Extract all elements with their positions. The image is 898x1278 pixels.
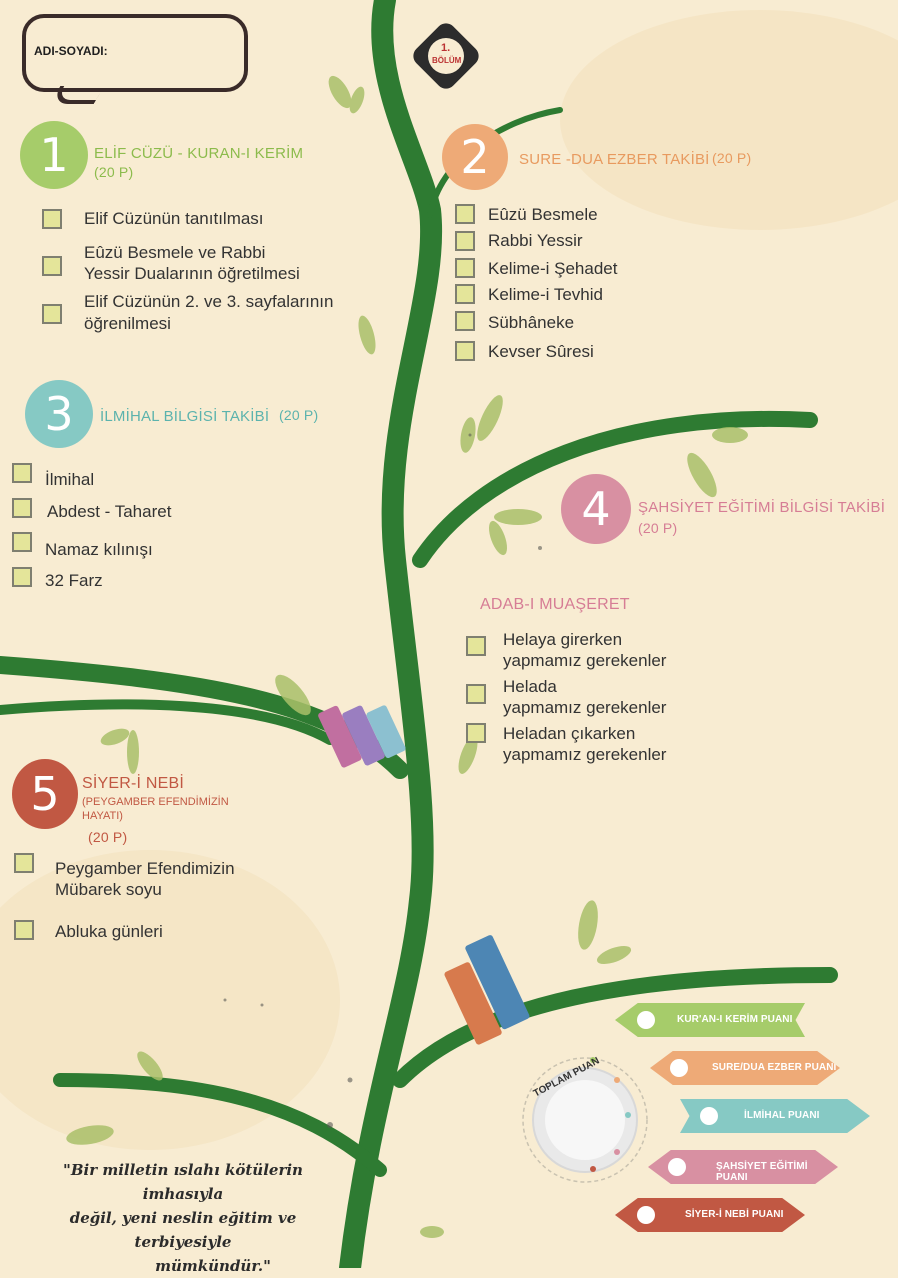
score-pill-kuran-dot <box>637 1011 655 1029</box>
section-4-item-2a: Helada <box>503 677 557 696</box>
section-2-item-1: Eûzü Besmele <box>488 205 598 224</box>
section-2-checkbox-3[interactable] <box>455 258 475 278</box>
section-3-item-2: Abdest - Taharet <box>47 502 172 521</box>
section-4-title: ŞAHSİYET EĞİTİMİ BİLGİSİ TAKİBİ <box>638 499 886 516</box>
quote: "Bir milletin ıslahı kötülerin imhasıyla… <box>28 1158 338 1278</box>
score-pill-siyer-label: SİYER-İ NEBİ PUANI <box>685 1209 784 1220</box>
score-pill-ilmihal-label: İLMİHAL PUANI <box>744 1110 820 1121</box>
score-pill-sure-dua-label: SURE/DUA EZBER PUANI <box>712 1062 837 1073</box>
score-pill-sure-dua-dot <box>670 1059 688 1077</box>
section-2-item-6: Kevser Sûresi <box>488 342 594 361</box>
section-3-checkbox-4[interactable] <box>12 567 32 587</box>
section-5-item-1b: Mübarek soyu <box>55 880 162 899</box>
score-pill-sahsiyet-dot <box>668 1158 686 1176</box>
section-2-checkbox-1[interactable] <box>455 204 475 224</box>
section-2-number: 2 <box>442 124 508 190</box>
section-3-item-4: 32 Farz <box>45 571 103 590</box>
score-pill-ilmihal-dot <box>700 1107 718 1125</box>
section-2-item-5: Sübhâneke <box>488 313 575 332</box>
section-badge-inner <box>428 38 464 74</box>
section-3-checkbox-2[interactable] <box>12 498 32 518</box>
section-5-title: SİYER-İ NEBİ <box>82 775 184 792</box>
quote-line-1: "Bir milletin ıslahı kötülerin imhasıyla <box>63 1161 303 1203</box>
section-3-checkbox-1[interactable] <box>12 463 32 483</box>
section-4-item-3b: yapmamız gerekenler <box>503 745 667 764</box>
section-1-points: (20 P) <box>94 164 134 180</box>
section-3-item-3: Namaz kılınışı <box>45 540 153 559</box>
section-4-number: 4 <box>561 474 631 544</box>
section-3-item-1: İlmihal <box>45 470 95 489</box>
name-label: ADI-SOYADI: <box>34 44 108 58</box>
section-1-item-1: Elif Cüzünün tanıtılması <box>84 209 264 228</box>
section-5-item-1a: Peygamber Efendimizin <box>55 859 235 878</box>
section-5-item-2: Abluka günleri <box>55 922 163 941</box>
section-5-points: (20 P) <box>88 829 128 845</box>
section-1-title: ELİF CÜZÜ - KURAN-I KERİM <box>94 145 304 162</box>
quote-line-2: değil, yeni neslin eğitim ve terbiyesiyl… <box>69 1209 297 1251</box>
section-4-item-1b: yapmamız gerekenler <box>503 651 667 670</box>
quote-line-3: mümkündür." <box>155 1257 271 1275</box>
section-4-checkbox-3[interactable] <box>466 723 486 743</box>
section-badge-number: 1. <box>441 42 451 54</box>
section-2-checkbox-2[interactable] <box>455 231 475 251</box>
section-2-item-4: Kelime-i Tevhid <box>488 285 603 304</box>
section-2-checkbox-5[interactable] <box>455 311 475 331</box>
section-4-subtitle: ADAB-I MUAŞERET <box>480 596 630 613</box>
section-3-checkbox-3[interactable] <box>12 532 32 552</box>
section-3-title: İLMİHAL BİLGİSİ TAKİBİ <box>100 408 270 425</box>
section-1-checkbox-2[interactable] <box>42 256 62 276</box>
score-pill-siyer[interactable]: SİYER-İ NEBİ PUANI <box>615 1198 805 1232</box>
section-5-number: 5 <box>12 759 78 829</box>
score-pill-kuran-label: KUR'AN-I KERİM PUANI <box>677 1014 793 1025</box>
score-pill-siyer-dot <box>637 1206 655 1224</box>
section-1-item-3b: öğrenilmesi <box>84 314 171 333</box>
score-pill-sure-dua[interactable]: SURE/DUA EZBER PUANI <box>650 1051 840 1085</box>
section-4-checkbox-2[interactable] <box>466 684 486 704</box>
section-3-points: (20 P) <box>279 407 319 423</box>
section-1-number: 1 <box>20 121 88 189</box>
section-1-item-3a: Elif Cüzünün 2. ve 3. sayfalarının <box>84 292 334 311</box>
section-5-subtitle: (PEYGAMBER EFENDİMİZİN <box>82 796 229 808</box>
section-1-item-2b: Yessir Dualarının öğretilmesi <box>84 264 300 283</box>
score-pill-kuran[interactable]: KUR'AN-I KERİM PUANI <box>615 1003 805 1037</box>
section-4-checkbox-1[interactable] <box>466 636 486 656</box>
total-score-dial <box>522 1057 648 1183</box>
section-3-number: 3 <box>25 380 93 448</box>
section-4-item-2b: yapmamız gerekenler <box>503 698 667 717</box>
score-pill-ilmihal[interactable]: İLMİHAL PUANI <box>680 1099 870 1133</box>
score-pill-sahsiyet[interactable]: ŞAHSİYET EĞİTİMİ PUANI <box>648 1150 838 1184</box>
section-4-points: (20 P) <box>638 520 678 536</box>
section-1-checkbox-1[interactable] <box>42 209 62 229</box>
section-5-checkbox-1[interactable] <box>14 853 34 873</box>
section-4-item-1a: Helaya girerken <box>503 630 623 649</box>
name-speech-bubble[interactable] <box>22 14 248 92</box>
section-2-checkbox-4[interactable] <box>455 284 475 304</box>
section-5-subtitle-2: HAYATI) <box>82 810 123 822</box>
score-pill-sahsiyet-label: ŞAHSİYET EĞİTİMİ PUANI <box>716 1161 808 1183</box>
section-1-item-2a: Eûzü Besmele ve Rabbi <box>84 243 266 262</box>
section-2-item-3: Kelime-i Şehadet <box>488 259 618 278</box>
section-4-item-3a: Heladan çıkarken <box>503 724 636 743</box>
section-1-checkbox-3[interactable] <box>42 304 62 324</box>
section-badge-text: BÖLÜM <box>432 56 462 65</box>
section-2-item-2: Rabbi Yessir <box>488 231 583 250</box>
section-2-title: SURE -DUA EZBER TAKİBİ <box>519 151 710 168</box>
section-5-checkbox-2[interactable] <box>14 920 34 940</box>
section-2-checkbox-6[interactable] <box>455 341 475 361</box>
section-2-points: (20 P) <box>712 150 752 166</box>
